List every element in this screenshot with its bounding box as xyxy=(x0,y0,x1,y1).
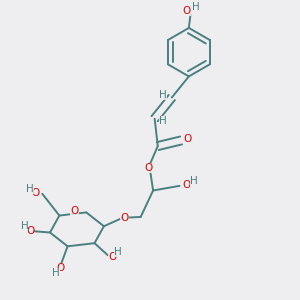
Text: H: H xyxy=(160,116,167,126)
Text: H: H xyxy=(52,268,60,278)
Text: O: O xyxy=(70,206,79,217)
Text: O: O xyxy=(144,163,153,173)
Text: O: O xyxy=(182,180,190,190)
Text: H: H xyxy=(159,90,167,100)
Text: O: O xyxy=(31,188,40,198)
Text: H: H xyxy=(190,176,197,187)
Text: O: O xyxy=(26,226,34,236)
Text: O: O xyxy=(183,5,191,16)
Text: H: H xyxy=(191,2,199,12)
Text: O: O xyxy=(184,134,192,144)
Text: O: O xyxy=(57,263,65,273)
Text: H: H xyxy=(114,247,122,257)
Text: O: O xyxy=(108,251,117,262)
Text: O: O xyxy=(120,212,129,223)
Text: H: H xyxy=(21,221,28,231)
Text: H: H xyxy=(26,184,34,194)
